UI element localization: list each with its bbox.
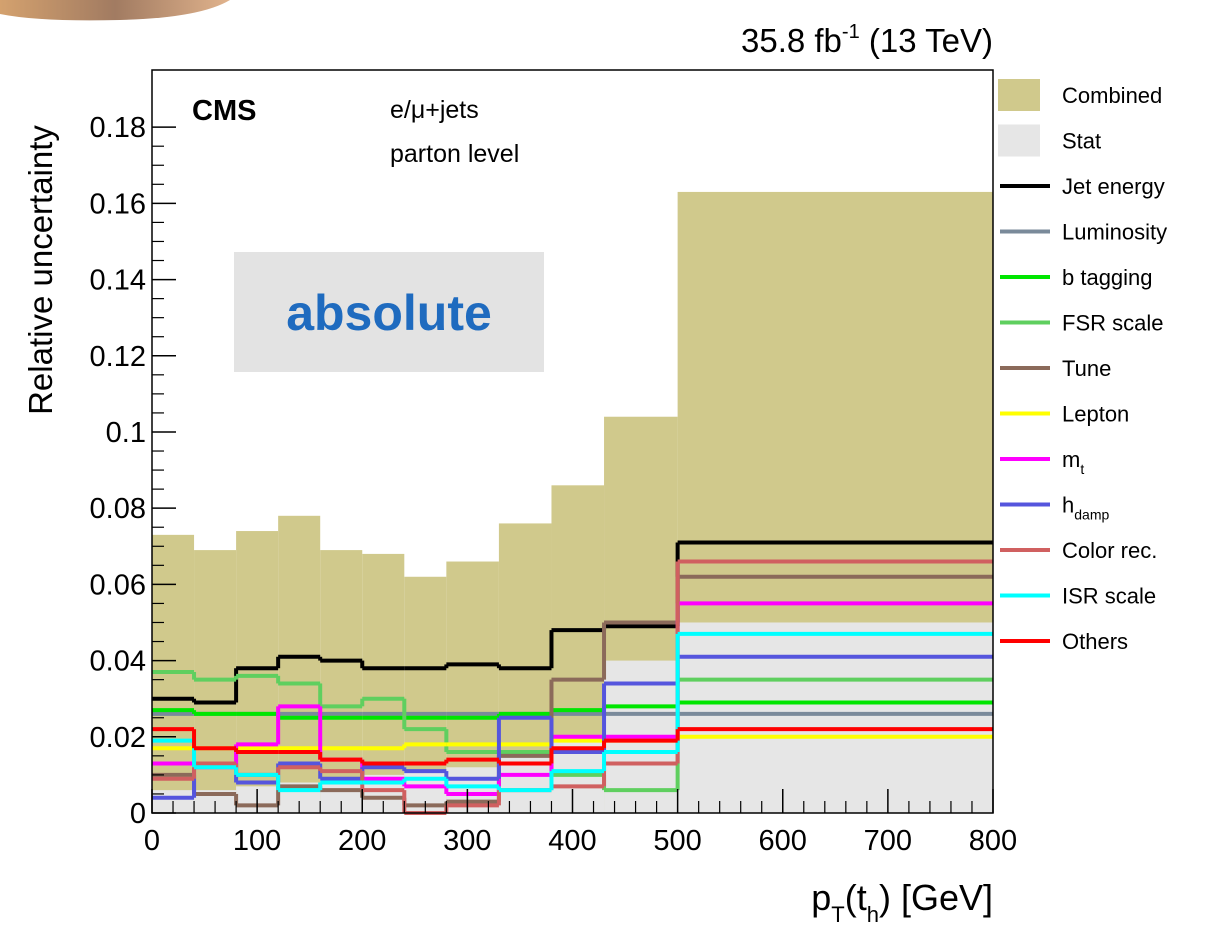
- x-label-text: p: [811, 877, 831, 918]
- x-axis-label: pT(th) [GeV]: [811, 877, 993, 927]
- lumi-label: 35.8 fb-1 (13 TeV): [741, 21, 993, 59]
- y-tick-label: 0.16: [90, 188, 146, 220]
- y-tick-label: 0.02: [90, 722, 146, 754]
- legend-name: b tagging: [1062, 265, 1153, 290]
- lumi-text: 35.8 fb: [741, 22, 842, 59]
- legend-name: Luminosity: [1062, 220, 1167, 245]
- legend-label: mt: [1062, 447, 1084, 477]
- legend-name: FSR scale: [1062, 311, 1163, 336]
- bar: [320, 550, 363, 813]
- legend-label: b tagging: [1062, 265, 1153, 290]
- legend-name: Jet energy: [1062, 174, 1165, 199]
- badge-box: [234, 252, 544, 372]
- x-label-sub: T: [831, 902, 844, 927]
- legend-label: Stat: [1062, 129, 1101, 154]
- x-tick-label: 200: [338, 825, 386, 857]
- bar: [362, 553, 405, 813]
- legend-name: Tune: [1062, 356, 1111, 381]
- legend: Combined Stat Jet energy Luminosity b taggin…: [998, 79, 1167, 654]
- plot-area: 0 0.02 0.04 0.06 0.08 0.1 0.12 0.14 0.16 0.18 0 100…: [90, 69, 1017, 857]
- y-tick-label: 0.18: [90, 112, 146, 144]
- legend-name: h: [1062, 493, 1074, 518]
- legend-label: Jet energy: [1062, 174, 1165, 199]
- x-label-text: (t: [845, 877, 867, 918]
- legend-name: Combined: [1062, 83, 1162, 108]
- legend-name: Color rec.: [1062, 538, 1157, 563]
- experiment-label: CMS: [192, 95, 256, 127]
- legend-name: m: [1062, 447, 1080, 472]
- x-label-sub: h: [867, 902, 879, 927]
- legend-label: Tune: [1062, 356, 1111, 381]
- legend-label: Combined: [1062, 83, 1162, 108]
- legend-name: ISR scale: [1062, 584, 1156, 609]
- y-tick-label: 0.14: [90, 265, 146, 297]
- x-tick-label: 700: [864, 825, 912, 857]
- x-tick-label: 600: [759, 825, 807, 857]
- legend-label: FSR scale: [1062, 311, 1163, 336]
- x-label-text: ) [GeV]: [879, 877, 993, 918]
- y-axis-label: Relative uncertainty: [22, 125, 59, 415]
- bar: [677, 622, 993, 813]
- x-tick-label: 800: [969, 825, 1017, 857]
- y-tick-label: 0.06: [90, 569, 146, 601]
- legend-label: Luminosity: [1062, 220, 1167, 245]
- lumi-suffix: (13 TeV): [860, 22, 993, 59]
- bar: [498, 752, 552, 813]
- x-tick-label: 100: [233, 825, 281, 857]
- legend-label: Color rec.: [1062, 538, 1157, 563]
- bar: [236, 531, 279, 813]
- x-tick-label: 0: [144, 825, 160, 857]
- legend-swatch: [998, 79, 1040, 111]
- x-tick-label: 300: [443, 825, 491, 857]
- legend-label: Lepton: [1062, 402, 1129, 427]
- legend-label: ISR scale: [1062, 584, 1156, 609]
- y-tick-label: 0.08: [90, 493, 146, 525]
- annotation: e/μ+jets: [390, 96, 479, 124]
- x-tick-label: 400: [548, 825, 596, 857]
- legend-sub: damp: [1074, 507, 1109, 523]
- y-tick-label: 0.04: [90, 646, 146, 678]
- y-tick-label: 0.1: [106, 417, 146, 449]
- legend-sub: t: [1080, 461, 1084, 477]
- banner-image: [0, 0, 230, 21]
- legend-name: Lepton: [1062, 402, 1129, 427]
- x-tick-label: 500: [653, 825, 701, 857]
- legend-label: Others: [1062, 629, 1128, 654]
- legend-name: Others: [1062, 629, 1128, 654]
- lumi-sup: -1: [842, 21, 860, 43]
- annotation: parton level: [390, 140, 519, 168]
- legend-swatch: [998, 124, 1040, 157]
- badge: absolute: [286, 285, 492, 341]
- legend-name: Stat: [1062, 129, 1101, 154]
- y-tick-label: 0: [130, 798, 146, 830]
- legend-label: hdamp: [1062, 493, 1109, 523]
- y-tick-label: 0.12: [90, 341, 146, 373]
